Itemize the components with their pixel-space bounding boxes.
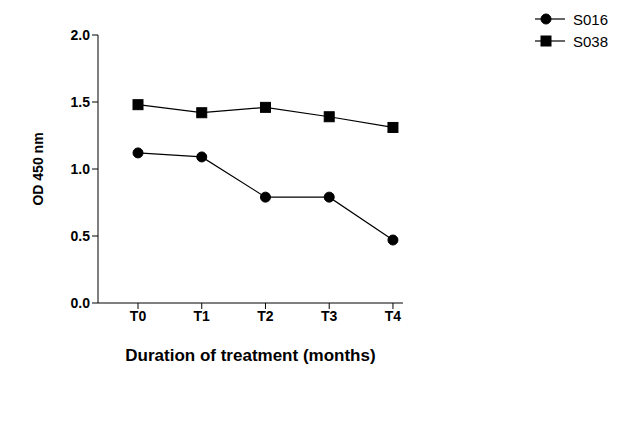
html-text:S038: S038 <box>573 32 608 50</box>
svg-text:T0: T0 <box>130 308 147 324</box>
svg-text:T4: T4 <box>385 308 402 324</box>
svg-text:2.0: 2.0 <box>71 27 91 43</box>
svg-text:1.0: 1.0 <box>71 161 91 177</box>
svg-text:T2: T2 <box>257 308 274 324</box>
html-text:S016: S016 <box>573 10 608 28</box>
svg-text:0.0: 0.0 <box>71 295 91 311</box>
svg-text:T1: T1 <box>194 308 211 324</box>
svg-text:Duration of treatment (months): Duration of treatment (months) <box>125 346 375 365</box>
svg-text:1.5: 1.5 <box>71 94 91 110</box>
svg-text:T3: T3 <box>321 308 338 324</box>
svg-text:0.5: 0.5 <box>71 228 91 244</box>
svg-text:OD 450 nm: OD 450 nm <box>30 132 46 205</box>
